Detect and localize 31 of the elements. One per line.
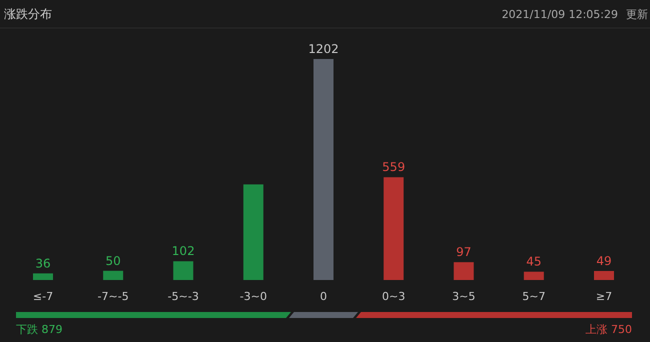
bar xyxy=(103,270,124,280)
bar xyxy=(314,59,334,280)
data-label: 49 xyxy=(596,254,612,268)
bar xyxy=(33,273,53,280)
bar xyxy=(524,272,544,280)
text: 下跌 879 xyxy=(16,323,62,336)
bar xyxy=(384,177,404,280)
data-label: 559 xyxy=(382,160,406,174)
x-tick-label: 0 xyxy=(320,290,327,303)
data-label: 102 xyxy=(172,244,195,258)
text: 2021/11/09 12:05:29 xyxy=(502,8,618,21)
x-tick-label: -7~-5 xyxy=(98,290,129,303)
x-tick-label: 3~5 xyxy=(452,290,476,303)
data-label: 50 xyxy=(105,254,121,268)
data-label: 1202 xyxy=(308,42,339,56)
x-tick-label: ≥7 xyxy=(596,290,612,303)
chart-title: 涨跌分布 xyxy=(4,7,52,21)
bar xyxy=(243,184,264,280)
x-tick-label: -5~-3 xyxy=(168,290,199,303)
text: 上涨 750 xyxy=(586,323,632,336)
data-label: 36 xyxy=(35,256,51,270)
text: 更新 xyxy=(626,8,648,21)
bar xyxy=(173,261,194,280)
x-tick-label: 5~7 xyxy=(522,290,546,303)
data-label: 45 xyxy=(526,254,542,269)
data-label: 97 xyxy=(456,245,472,260)
bar xyxy=(594,270,614,280)
x-tick-label: ≤-7 xyxy=(32,290,54,303)
x-tick-label: 0~3 xyxy=(382,290,406,303)
bar xyxy=(454,262,474,280)
x-tick-label: -3~0 xyxy=(240,290,267,303)
